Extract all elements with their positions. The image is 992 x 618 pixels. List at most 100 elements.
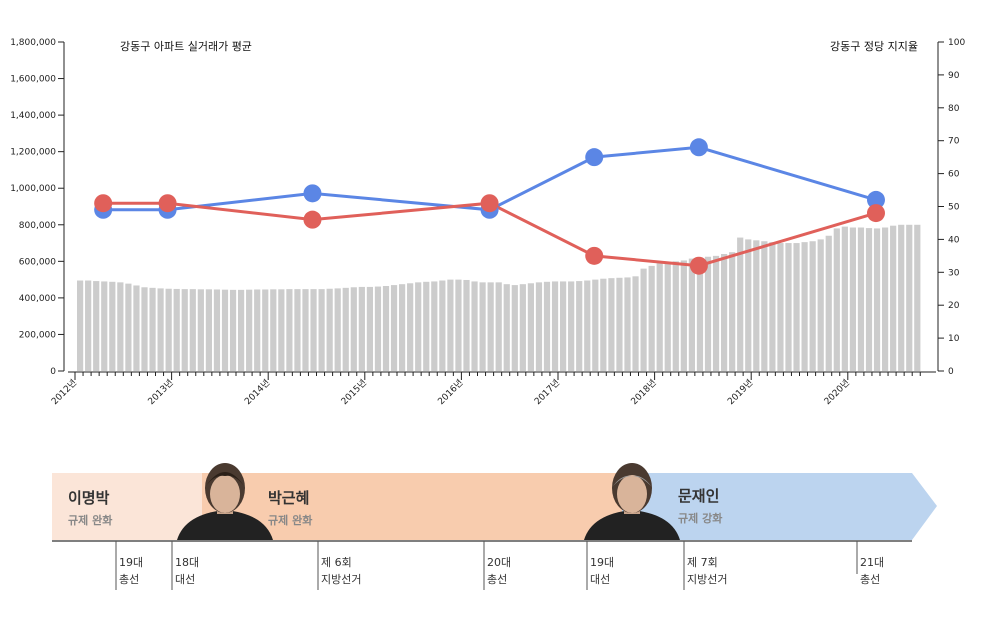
price-bar xyxy=(415,282,422,371)
price-bar xyxy=(906,224,913,371)
price-bar xyxy=(745,239,752,371)
event-label-line1: 18대 xyxy=(175,556,199,569)
price-bar xyxy=(841,226,848,371)
right-tick-label: 30 xyxy=(948,268,960,278)
price-bar xyxy=(729,252,736,371)
right-tick-label: 10 xyxy=(948,334,960,344)
price-bar xyxy=(801,242,808,371)
support-point-red xyxy=(303,210,322,229)
price-bars xyxy=(77,224,921,371)
left-tick-label: 800,000 xyxy=(19,221,56,231)
left-tick-label: 1,600,000 xyxy=(10,75,56,85)
price-bar xyxy=(382,286,390,371)
price-bar xyxy=(608,278,615,371)
price-bar xyxy=(85,280,92,371)
support-point-red xyxy=(158,194,177,213)
price-bar xyxy=(551,281,559,371)
policy-label: 규제 강화 xyxy=(678,511,722,525)
x-tick-label: 2015년 xyxy=(339,377,369,407)
left-tick-label: 1,400,000 xyxy=(10,111,56,121)
price-bar xyxy=(825,235,832,371)
price-bar xyxy=(213,289,221,371)
x-tick-label: 2018년 xyxy=(629,377,659,407)
right-tick-label: 40 xyxy=(948,235,960,245)
price-bar xyxy=(543,281,551,371)
president-name: 박근혜 xyxy=(268,489,309,507)
policy-label: 규제 완화 xyxy=(68,513,112,527)
support-point-red xyxy=(480,194,499,213)
price-bar xyxy=(890,225,897,371)
price-bar xyxy=(270,289,277,371)
price-bar xyxy=(407,283,414,371)
price-bar xyxy=(704,256,712,371)
price-bar xyxy=(229,289,237,371)
price-bar xyxy=(753,240,760,371)
right-tick-label: 80 xyxy=(948,104,960,114)
x-tick-label: 2013년 xyxy=(146,377,176,407)
right-axis: 0 10 20 30 40 50 60 70 80 90 100 xyxy=(937,38,965,377)
event-label-line2: 총선 xyxy=(119,573,139,586)
price-bar xyxy=(286,289,293,371)
price-bar xyxy=(310,289,317,371)
price-bar xyxy=(616,277,623,371)
price-bar xyxy=(133,285,140,371)
right-tick-label: 20 xyxy=(948,301,960,311)
support-point-blue xyxy=(303,184,322,203)
left-tick-label: 600,000 xyxy=(19,257,56,267)
price-bar xyxy=(898,224,905,371)
price-bar xyxy=(197,289,204,371)
price-bar xyxy=(503,284,510,371)
right-tick-label: 70 xyxy=(948,137,960,147)
price-bar xyxy=(568,281,575,371)
price-bar xyxy=(664,262,671,371)
price-bar xyxy=(189,289,196,371)
left-tick-label: 1,200,000 xyxy=(10,148,56,158)
price-bar xyxy=(455,279,462,371)
price-bar xyxy=(302,289,309,371)
price-bar xyxy=(777,243,784,371)
price-bar xyxy=(221,289,229,371)
event-label-line2: 지방선거 xyxy=(321,573,361,586)
price-bar xyxy=(390,285,398,371)
price-bar xyxy=(318,289,325,371)
price-bar xyxy=(181,289,188,371)
x-tick-label: 2016년 xyxy=(436,377,466,407)
price-bar xyxy=(600,278,607,371)
price-bar xyxy=(77,280,84,371)
price-bar xyxy=(592,279,599,371)
x-axis: 2012년 2013년 2014년 2015년 2016년 2017년 2018년 2019년… xyxy=(49,371,936,407)
presidency-band-3 xyxy=(622,473,937,540)
price-bar xyxy=(632,276,639,371)
left-tick-label: 1,800,000 xyxy=(10,38,56,48)
event-label-line1: 20대 xyxy=(487,556,511,569)
right-axis-title: 강동구 정당 지지율 xyxy=(830,40,918,53)
support-point-blue xyxy=(585,148,604,167)
x-tick-label: 2019년 xyxy=(725,377,755,407)
support-point-blue xyxy=(689,138,708,157)
left-axis-title: 강동구 아파트 실거래가 평균 xyxy=(120,40,252,53)
price-bar xyxy=(117,282,124,371)
price-bar xyxy=(914,224,921,371)
price-bar xyxy=(278,289,285,371)
price-bar xyxy=(366,286,373,371)
left-tick-label: 200,000 xyxy=(19,330,56,340)
right-tick-label: 90 xyxy=(948,71,960,81)
price-bar xyxy=(640,268,647,371)
event-label-line2: 대선 xyxy=(175,573,195,586)
price-bar xyxy=(696,257,704,371)
price-bar xyxy=(254,289,261,371)
presidency-band-2 xyxy=(202,473,622,540)
price-bar xyxy=(527,283,534,371)
x-tick-label: 2017년 xyxy=(532,377,562,407)
price-bar xyxy=(584,280,591,371)
price-bar xyxy=(358,286,365,371)
event-label-line2: 대선 xyxy=(590,573,610,586)
policy-label: 규제 완화 xyxy=(268,513,312,527)
price-bar xyxy=(721,254,728,371)
price-bar xyxy=(849,227,856,371)
moon-portrait xyxy=(584,463,680,540)
x-tick-label: 2020년 xyxy=(822,377,852,407)
price-bar xyxy=(109,281,116,371)
